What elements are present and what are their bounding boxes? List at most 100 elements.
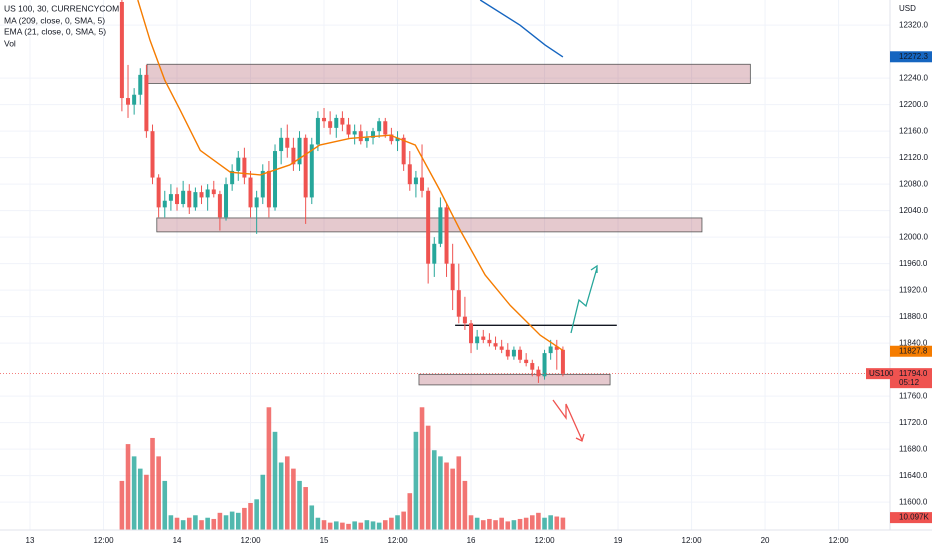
candle-body [150,131,155,178]
candle-body [426,190,431,264]
candle-body [138,74,143,95]
candle-body [456,290,461,317]
volume-bar [364,520,370,530]
candle-body [126,98,131,105]
candle-body [524,359,529,364]
volume-bar [260,474,266,530]
volume-bar [235,512,241,530]
candle-body [254,197,259,208]
y-tick-label: 12040.0 [899,206,928,215]
x-tick-label: 19 [614,536,623,545]
volume-bar [401,511,406,530]
volume-bar [554,516,560,530]
volume-bar [168,515,174,530]
y-tick-label: 11960.0 [899,259,928,268]
y-tick-label: 12200.0 [899,100,928,109]
volume-bar [199,520,204,530]
volume-bar [425,425,431,530]
price-tag [890,345,932,357]
volume-bar [493,520,498,530]
price-tag-label: 11794.0 [899,369,928,378]
candle-body [487,339,492,344]
volume-bar [144,474,149,530]
volume-bar [536,512,541,530]
y-tick-label: 11600.0 [899,497,928,506]
candle-body [236,157,241,171]
x-tick-label: 12:00 [94,536,115,545]
volume-bar [352,521,357,530]
volume-bar [395,515,400,530]
candle-body [450,263,455,291]
candle-body [542,353,547,377]
volume-bar [382,520,388,530]
down-arrow [552,399,583,441]
volume-bar [186,517,192,530]
y-tick-label: 11640.0 [899,471,928,480]
x-tick-label: 12:00 [241,536,262,545]
price-tag-label: 11827.8 [899,346,928,355]
candle-body [481,336,486,340]
y-tick-label: 11680.0 [899,444,928,453]
volume-bar [560,517,566,530]
volume-bar [217,512,223,530]
candle-body [260,170,265,198]
chart-title: US 100, 30, CURRENCYCOM [4,3,119,13]
candle-body [217,194,222,218]
volume-bar [321,520,327,530]
candle-body [469,323,474,344]
volume-bar [468,515,474,530]
volume-bar [389,517,394,530]
volume-bar [223,515,229,530]
volume-bar [150,437,155,530]
volume-bar [291,468,296,530]
candle-body [291,147,296,165]
candle-body [205,189,210,198]
candle-body [364,137,369,142]
x-tick-label: 15 [320,536,329,545]
candle-body [322,117,327,122]
candle-body [530,363,535,370]
volume-bar [211,518,217,530]
volume-bar [462,480,468,530]
volume-bar [358,522,364,530]
ma-line [479,0,564,58]
volume-bar [474,517,480,530]
volume-bar [340,522,345,530]
candle-body [315,117,320,145]
y-tick-label: 12240.0 [899,73,928,82]
candle-body [377,121,382,132]
volume-bar [309,505,315,530]
x-tick-label: 12:00 [535,536,556,545]
x-tick-label: 12:00 [682,536,703,545]
symbol-label: US100 [869,369,894,378]
candle-body [266,170,271,208]
volume-bar [346,523,351,530]
y-tick-label: 11840.0 [899,338,928,347]
indicator-label: Vol [4,38,16,48]
candle-body [224,184,229,218]
volume-bar [376,522,382,530]
volume-bar [205,517,210,530]
candle-body [242,157,247,178]
volume-bar [529,515,535,530]
candle-body [285,137,290,148]
volume-bar [315,517,321,530]
volume-bar [517,518,523,530]
candle-body [144,74,149,132]
candle-body [383,121,388,135]
y-tick-label: 12160.0 [899,126,928,135]
volume-bar [174,517,180,530]
volume-bar [333,521,339,530]
volume-bar [272,431,278,530]
candle-body [518,349,523,360]
candle-body [168,194,173,201]
candle-body [119,1,124,99]
candle-body [444,207,449,264]
countdown: 05:12 [899,378,920,387]
x-tick-label: 12:00 [388,536,409,545]
x-tick-label: 13 [26,536,35,545]
volume-bar [480,520,486,530]
candle-body [505,349,510,357]
candle-body [395,137,400,142]
volume-bar [162,480,168,530]
